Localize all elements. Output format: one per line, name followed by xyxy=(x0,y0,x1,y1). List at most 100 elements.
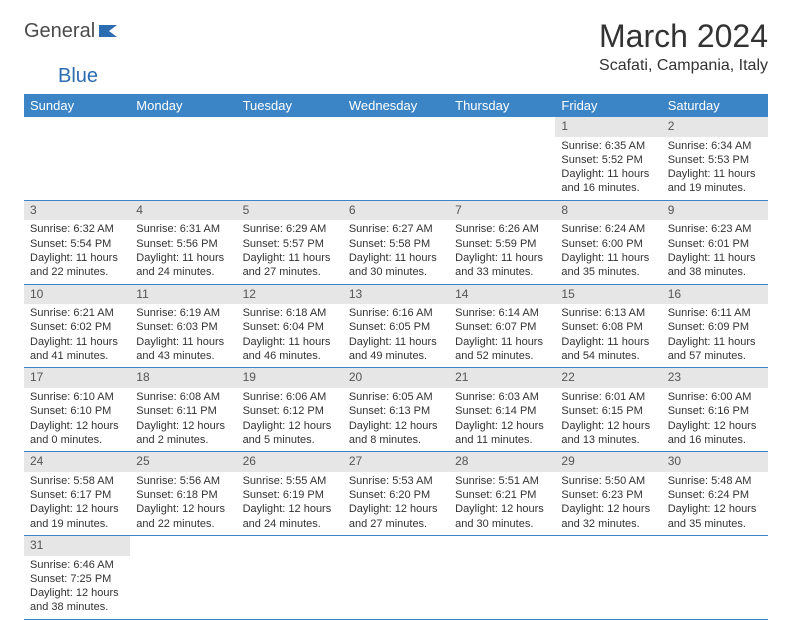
day-body: Sunrise: 5:51 AMSunset: 6:21 PMDaylight:… xyxy=(449,472,555,535)
day-cell: 17Sunrise: 6:10 AMSunset: 6:10 PMDayligh… xyxy=(24,368,130,451)
day-cell xyxy=(237,536,343,619)
day-body xyxy=(237,121,343,127)
dow-cell: Sunday xyxy=(24,94,130,117)
sunset-text: Sunset: 6:23 PM xyxy=(561,488,655,502)
day-cell: 31Sunrise: 6:46 AMSunset: 7:25 PMDayligh… xyxy=(24,536,130,619)
day-number: 13 xyxy=(343,285,449,305)
sunrise-text: Sunrise: 6:27 AM xyxy=(349,222,443,236)
day-body: Sunrise: 6:46 AMSunset: 7:25 PMDaylight:… xyxy=(24,556,130,619)
sunrise-text: Sunrise: 6:14 AM xyxy=(455,306,549,320)
daylight-text: Daylight: 11 hours and 27 minutes. xyxy=(243,251,337,280)
sunrise-text: Sunrise: 6:01 AM xyxy=(561,390,655,404)
day-cell: 6Sunrise: 6:27 AMSunset: 5:58 PMDaylight… xyxy=(343,201,449,284)
day-cell: 14Sunrise: 6:14 AMSunset: 6:07 PMDayligh… xyxy=(449,285,555,368)
daylight-text: Daylight: 11 hours and 22 minutes. xyxy=(30,251,124,280)
day-body: Sunrise: 6:34 AMSunset: 5:53 PMDaylight:… xyxy=(662,137,768,200)
day-body: Sunrise: 6:24 AMSunset: 6:00 PMDaylight:… xyxy=(555,220,661,283)
daylight-text: Daylight: 12 hours and 38 minutes. xyxy=(30,586,124,615)
day-body: Sunrise: 6:31 AMSunset: 5:56 PMDaylight:… xyxy=(130,220,236,283)
day-number: 15 xyxy=(555,285,661,305)
sunrise-text: Sunrise: 6:21 AM xyxy=(30,306,124,320)
dow-cell: Monday xyxy=(130,94,236,117)
sunrise-text: Sunrise: 6:06 AM xyxy=(243,390,337,404)
daylight-text: Daylight: 12 hours and 22 minutes. xyxy=(136,502,230,531)
daylight-text: Daylight: 11 hours and 16 minutes. xyxy=(561,167,655,196)
day-cell: 19Sunrise: 6:06 AMSunset: 6:12 PMDayligh… xyxy=(237,368,343,451)
sunrise-text: Sunrise: 6:23 AM xyxy=(668,222,762,236)
day-number: 23 xyxy=(662,368,768,388)
day-number: 30 xyxy=(662,452,768,472)
day-number: 21 xyxy=(449,368,555,388)
day-body: Sunrise: 6:26 AMSunset: 5:59 PMDaylight:… xyxy=(449,220,555,283)
daylight-text: Daylight: 11 hours and 52 minutes. xyxy=(455,335,549,364)
daylight-text: Daylight: 12 hours and 27 minutes. xyxy=(349,502,443,531)
daylight-text: Daylight: 11 hours and 30 minutes. xyxy=(349,251,443,280)
day-cell xyxy=(237,117,343,200)
day-cell xyxy=(343,536,449,619)
weeks-container: 1Sunrise: 6:35 AMSunset: 5:52 PMDaylight… xyxy=(24,117,768,620)
daylight-text: Daylight: 11 hours and 33 minutes. xyxy=(455,251,549,280)
day-body xyxy=(130,121,236,127)
day-cell: 29Sunrise: 5:50 AMSunset: 6:23 PMDayligh… xyxy=(555,452,661,535)
sunset-text: Sunset: 6:17 PM xyxy=(30,488,124,502)
week-row: 31Sunrise: 6:46 AMSunset: 7:25 PMDayligh… xyxy=(24,536,768,620)
sunset-text: Sunset: 6:04 PM xyxy=(243,320,337,334)
day-number: 7 xyxy=(449,201,555,221)
day-number: 29 xyxy=(555,452,661,472)
day-body: Sunrise: 5:58 AMSunset: 6:17 PMDaylight:… xyxy=(24,472,130,535)
day-body: Sunrise: 6:23 AMSunset: 6:01 PMDaylight:… xyxy=(662,220,768,283)
day-body: Sunrise: 6:35 AMSunset: 5:52 PMDaylight:… xyxy=(555,137,661,200)
daylight-text: Daylight: 12 hours and 35 minutes. xyxy=(668,502,762,531)
day-cell xyxy=(24,117,130,200)
day-body xyxy=(237,540,343,546)
week-row: 10Sunrise: 6:21 AMSunset: 6:02 PMDayligh… xyxy=(24,285,768,369)
day-number: 28 xyxy=(449,452,555,472)
day-number: 20 xyxy=(343,368,449,388)
sunset-text: Sunset: 5:56 PM xyxy=(136,237,230,251)
sunrise-text: Sunrise: 6:05 AM xyxy=(349,390,443,404)
day-cell xyxy=(343,117,449,200)
logo: General xyxy=(24,20,121,43)
day-body: Sunrise: 6:14 AMSunset: 6:07 PMDaylight:… xyxy=(449,304,555,367)
day-number: 26 xyxy=(237,452,343,472)
sunset-text: Sunset: 6:01 PM xyxy=(668,237,762,251)
sunset-text: Sunset: 6:08 PM xyxy=(561,320,655,334)
day-body: Sunrise: 6:18 AMSunset: 6:04 PMDaylight:… xyxy=(237,304,343,367)
sunrise-text: Sunrise: 5:53 AM xyxy=(349,474,443,488)
sunset-text: Sunset: 6:13 PM xyxy=(349,404,443,418)
sunrise-text: Sunrise: 6:19 AM xyxy=(136,306,230,320)
day-body: Sunrise: 6:11 AMSunset: 6:09 PMDaylight:… xyxy=(662,304,768,367)
day-body: Sunrise: 6:19 AMSunset: 6:03 PMDaylight:… xyxy=(130,304,236,367)
calendar: SundayMondayTuesdayWednesdayThursdayFrid… xyxy=(24,94,768,620)
daylight-text: Daylight: 11 hours and 46 minutes. xyxy=(243,335,337,364)
day-cell: 4Sunrise: 6:31 AMSunset: 5:56 PMDaylight… xyxy=(130,201,236,284)
sunset-text: Sunset: 6:10 PM xyxy=(30,404,124,418)
day-cell: 13Sunrise: 6:16 AMSunset: 6:05 PMDayligh… xyxy=(343,285,449,368)
sunrise-text: Sunrise: 6:03 AM xyxy=(455,390,549,404)
sunrise-text: Sunrise: 5:50 AM xyxy=(561,474,655,488)
day-cell: 15Sunrise: 6:13 AMSunset: 6:08 PMDayligh… xyxy=(555,285,661,368)
day-number: 5 xyxy=(237,201,343,221)
sunset-text: Sunset: 6:18 PM xyxy=(136,488,230,502)
day-body: Sunrise: 6:10 AMSunset: 6:10 PMDaylight:… xyxy=(24,388,130,451)
day-body: Sunrise: 6:05 AMSunset: 6:13 PMDaylight:… xyxy=(343,388,449,451)
day-number: 25 xyxy=(130,452,236,472)
day-body: Sunrise: 6:08 AMSunset: 6:11 PMDaylight:… xyxy=(130,388,236,451)
sunset-text: Sunset: 6:03 PM xyxy=(136,320,230,334)
day-cell: 12Sunrise: 6:18 AMSunset: 6:04 PMDayligh… xyxy=(237,285,343,368)
day-body xyxy=(343,540,449,546)
day-cell: 27Sunrise: 5:53 AMSunset: 6:20 PMDayligh… xyxy=(343,452,449,535)
dow-cell: Thursday xyxy=(449,94,555,117)
daylight-text: Daylight: 12 hours and 13 minutes. xyxy=(561,419,655,448)
sunrise-text: Sunrise: 5:55 AM xyxy=(243,474,337,488)
day-cell: 24Sunrise: 5:58 AMSunset: 6:17 PMDayligh… xyxy=(24,452,130,535)
day-body xyxy=(130,540,236,546)
day-cell: 5Sunrise: 6:29 AMSunset: 5:57 PMDaylight… xyxy=(237,201,343,284)
sunrise-text: Sunrise: 6:16 AM xyxy=(349,306,443,320)
day-body: Sunrise: 6:13 AMSunset: 6:08 PMDaylight:… xyxy=(555,304,661,367)
daylight-text: Daylight: 12 hours and 24 minutes. xyxy=(243,502,337,531)
day-body xyxy=(24,121,130,127)
sunrise-text: Sunrise: 5:48 AM xyxy=(668,474,762,488)
day-body xyxy=(343,121,449,127)
daylight-text: Daylight: 12 hours and 8 minutes. xyxy=(349,419,443,448)
